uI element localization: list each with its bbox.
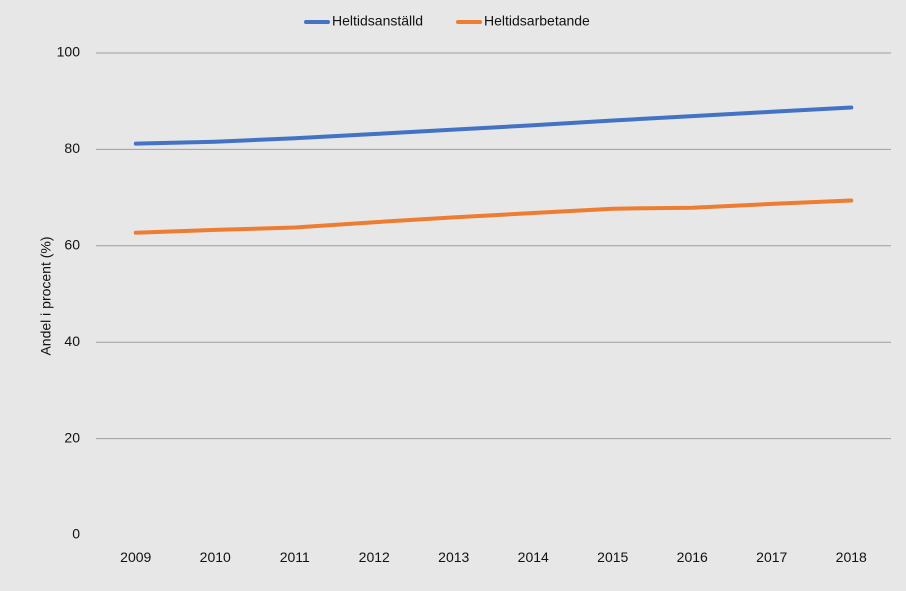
y-tick-label: 40 <box>64 333 80 349</box>
x-tick-label: 2009 <box>120 549 151 565</box>
x-tick-label: 2016 <box>677 549 708 565</box>
series-line-2 <box>133 198 854 235</box>
x-tick-label: 2011 <box>280 549 310 565</box>
series-lines <box>133 105 854 235</box>
legend-label: Heltidsanställd <box>332 13 423 29</box>
x-tick-label: 2017 <box>756 549 787 565</box>
legend: Heltidsanställd Heltidsarbetande <box>304 13 590 29</box>
y-tick-label: 20 <box>64 429 80 445</box>
x-tick-label: 2014 <box>518 549 549 565</box>
gridlines <box>96 52 891 440</box>
y-tick-label: 0 <box>72 526 80 542</box>
x-axis-ticks: 2009 2010 2011 2012 2013 2014 2015 2016 2017 2018 <box>120 549 867 565</box>
y-axis-ticks: 0 20 40 60 80 100 <box>57 44 81 542</box>
x-tick-label: 2018 <box>836 549 867 565</box>
x-tick-label: 2012 <box>359 549 390 565</box>
series-line-1 <box>133 105 854 146</box>
legend-label: Heltidsarbetande <box>484 13 590 29</box>
x-tick-label: 2010 <box>200 549 231 565</box>
y-tick-label: 80 <box>64 140 80 156</box>
x-tick-label: 2015 <box>597 549 628 565</box>
y-axis-label: Andel i procent (%) <box>38 236 54 355</box>
y-tick-label: 100 <box>57 44 81 60</box>
x-tick-label: 2013 <box>438 549 469 565</box>
y-tick-label: 60 <box>64 237 80 253</box>
